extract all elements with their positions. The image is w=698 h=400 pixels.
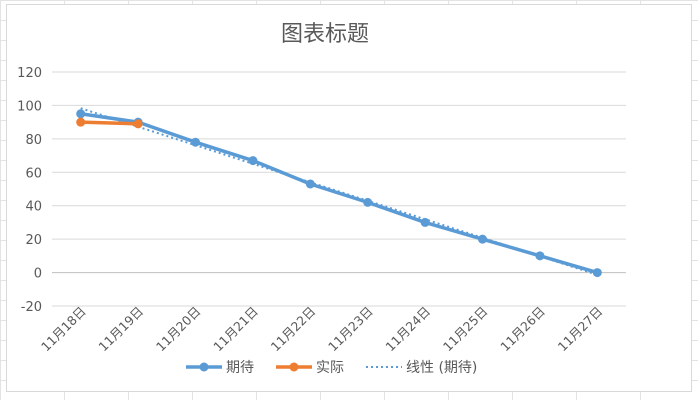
y-tick-label: 80: [25, 133, 42, 148]
x-tick-label: 11月24日: [382, 304, 433, 355]
data-point[interactable]: [248, 156, 258, 166]
data-point[interactable]: [305, 179, 315, 189]
x-tick-label: 11月19日: [95, 304, 146, 355]
series-line-2[interactable]: [80, 120, 139, 126]
x-tick-label: 11月20日: [153, 304, 204, 355]
legend-label[interactable]: 实际: [316, 360, 344, 376]
chart-title[interactable]: 图表标题: [281, 22, 369, 47]
x-tick-label: 11月26日: [497, 304, 548, 355]
data-point[interactable]: [363, 197, 373, 207]
data-point[interactable]: [191, 137, 200, 147]
data-point[interactable]: [535, 251, 545, 261]
x-tick-label: 11月22日: [268, 304, 319, 355]
legend-label[interactable]: 线性 (期待): [406, 360, 477, 376]
x-tick-label: 11月21日: [210, 304, 261, 355]
x-tick-label: 11月23日: [325, 304, 376, 355]
y-tick-label: -20: [21, 300, 42, 315]
y-tick-label: 120: [17, 66, 42, 81]
data-point[interactable]: [76, 117, 86, 127]
data-point[interactable]: [420, 217, 430, 227]
y-tick-label: 0: [34, 267, 42, 282]
series-line-1[interactable]: [80, 112, 598, 275]
y-tick-label: 40: [25, 200, 42, 215]
x-tick-label: 11月25日: [440, 304, 491, 355]
legend-label[interactable]: 期待: [226, 360, 254, 376]
legend-marker: [289, 362, 299, 372]
data-point[interactable]: [478, 234, 487, 244]
y-tick-label: 100: [17, 99, 42, 114]
y-tick-label: 20: [25, 233, 42, 248]
data-point[interactable]: [133, 119, 143, 129]
legend-marker: [199, 362, 209, 372]
y-tick-label: 60: [25, 166, 42, 181]
data-point[interactable]: [592, 268, 602, 278]
data-point[interactable]: [76, 109, 86, 119]
x-tick-label: 11月18日: [38, 304, 89, 355]
x-tick-label: 11月27日: [555, 304, 606, 355]
